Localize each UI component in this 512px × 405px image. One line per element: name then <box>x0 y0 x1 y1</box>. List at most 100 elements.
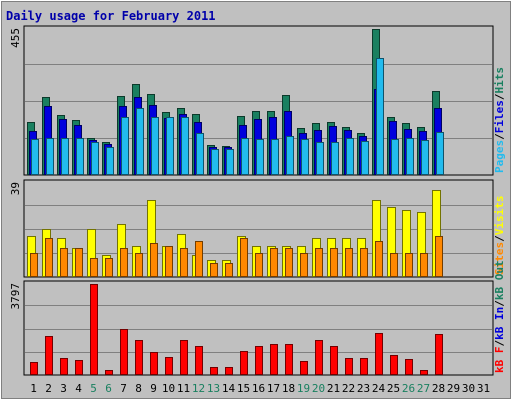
bar-kbytes-kb-f-day-26 <box>405 359 413 375</box>
bar-visits-sites-day-16 <box>255 253 263 277</box>
bar-visits-sites-day-20 <box>315 248 323 277</box>
x-tick-label-3: 3 <box>60 382 67 395</box>
bar-hits-pages-day-14 <box>226 149 234 175</box>
bar-hits-pages-day-23 <box>361 141 369 175</box>
x-tick-label-13: 13 <box>207 382 220 395</box>
bar-kbytes-kb-f-day-13 <box>210 367 218 375</box>
bar-hits-pages-day-24 <box>376 58 384 175</box>
bar-hits-pages-day-16 <box>256 139 264 175</box>
bar-visits-sites-day-2 <box>45 238 53 277</box>
x-tick-label-11: 11 <box>177 382 190 395</box>
x-tick-label-20: 20 <box>312 382 325 395</box>
panel-kbytes-ymax-label: 3797 <box>9 283 22 310</box>
x-tick-label-31: 31 <box>477 382 490 395</box>
x-tick-label-5: 5 <box>90 382 97 395</box>
bar-visits-sites-day-27 <box>420 253 428 277</box>
bar-kbytes-kb-f-day-14 <box>225 367 233 375</box>
bar-hits-pages-day-4 <box>76 138 84 175</box>
x-tick-label-7: 7 <box>120 382 127 395</box>
bar-kbytes-kb-f-day-15 <box>240 351 248 375</box>
bar-hits-pages-day-6 <box>106 147 114 175</box>
x-tick-label-10: 10 <box>162 382 175 395</box>
bar-kbytes-kb-f-day-25 <box>390 355 398 375</box>
bar-hits-pages-day-2 <box>46 138 54 175</box>
bar-kbytes-kb-f-day-9 <box>150 352 158 375</box>
legend-visits: Visits <box>493 196 506 236</box>
legend-files: Files <box>493 100 506 133</box>
bar-visits-sites-day-19 <box>300 253 308 277</box>
bar-hits-pages-day-28 <box>436 132 444 175</box>
legend-separator: / <box>493 133 506 140</box>
x-tick-label-22: 22 <box>342 382 355 395</box>
bar-kbytes-kb-f-day-19 <box>300 361 308 375</box>
bar-visits-sites-day-28 <box>435 236 443 277</box>
legend-kb-in: kB In <box>493 307 506 340</box>
bar-hits-pages-day-1 <box>31 139 39 175</box>
bar-hits-pages-day-25 <box>391 139 399 175</box>
bar-kbytes-kb-f-day-16 <box>255 346 263 375</box>
bar-visits-sites-day-18 <box>285 248 293 277</box>
x-tick-label-24: 24 <box>372 382 386 395</box>
bar-hits-pages-day-5 <box>91 142 99 175</box>
chart-panels: 455Pages/Files/Hits39Sites/Visits3797kB … <box>9 25 506 376</box>
bar-hits-pages-day-20 <box>316 142 324 175</box>
bar-visits-sites-day-24 <box>375 241 383 277</box>
x-tick-label-30: 30 <box>462 382 475 395</box>
bar-kbytes-kb-f-day-11 <box>180 340 188 375</box>
bar-kbytes-kb-f-day-17 <box>270 344 278 375</box>
chart-title: Daily usage for February 2011 <box>6 9 216 23</box>
x-axis: 1 2 3 4 5 6 7 8 9 10 11 12 13 14 15 16 17 18 19 20 21 22 23 24 2… <box>30 382 490 395</box>
bar-kbytes-kb-f-day-23 <box>360 358 368 375</box>
bar-hits-pages-day-8 <box>136 108 144 175</box>
bar-visits-sites-day-17 <box>270 248 278 277</box>
bar-hits-pages-day-9 <box>151 117 159 175</box>
bar-visits-sites-day-8 <box>135 253 143 277</box>
x-tick-label-6: 6 <box>105 382 112 395</box>
panel-hits-legend: Pages/Files/Hits <box>493 67 506 173</box>
bar-visits-sites-day-9 <box>150 243 158 277</box>
x-tick-label-8: 8 <box>135 382 142 395</box>
bar-visits-sites-day-3 <box>60 248 68 277</box>
x-tick-label-12: 12 <box>192 382 205 395</box>
bar-kbytes-kb-f-day-12 <box>195 346 203 375</box>
legend-hits: Hits <box>493 67 506 94</box>
x-tick-label-25: 25 <box>387 382 400 395</box>
bar-visits-sites-day-25 <box>390 253 398 277</box>
legend-separator: / <box>493 340 506 347</box>
bar-kbytes-kb-f-day-10 <box>165 357 173 375</box>
x-tick-label-21: 21 <box>327 382 340 395</box>
bar-kbytes-kb-f-day-28 <box>435 334 443 375</box>
bar-hits-pages-day-3 <box>61 138 69 175</box>
bar-hits-pages-day-10 <box>166 117 174 175</box>
bar-kbytes-kb-f-day-5 <box>90 284 98 375</box>
x-tick-label-29: 29 <box>447 382 460 395</box>
bar-kbytes-kb-f-day-27 <box>420 370 428 375</box>
panel-visits-ymax-label: 39 <box>9 182 22 195</box>
panel-hits-ymax-label: 455 <box>9 28 22 48</box>
bar-kbytes-kb-f-day-18 <box>285 344 293 375</box>
x-tick-label-14: 14 <box>222 382 236 395</box>
bar-hits-pages-day-11 <box>181 117 189 175</box>
bar-hits-pages-day-13 <box>211 149 219 175</box>
bar-hits-pages-day-18 <box>286 136 294 175</box>
x-tick-label-15: 15 <box>237 382 250 395</box>
bar-kbytes-kb-f-day-22 <box>345 358 353 375</box>
bar-visits-sites-day-4 <box>75 248 83 277</box>
bar-kbytes-kb-f-day-21 <box>330 346 338 375</box>
x-tick-label-2: 2 <box>45 382 52 395</box>
bar-hits-pages-day-12 <box>196 133 204 175</box>
bar-visits-sites-day-23 <box>360 248 368 277</box>
x-tick-label-16: 16 <box>252 382 265 395</box>
bar-kbytes-kb-f-day-6 <box>105 370 113 375</box>
legend-pages: Pages <box>493 140 506 173</box>
legend-separator: / <box>493 93 506 100</box>
bar-visits-sites-day-7 <box>120 248 128 277</box>
x-tick-label-26: 26 <box>402 382 415 395</box>
legend-sites: Sites <box>493 242 506 275</box>
x-tick-label-23: 23 <box>357 382 370 395</box>
bar-kbytes-kb-f-day-3 <box>60 358 68 375</box>
bar-kbytes-kb-f-day-1 <box>30 362 38 375</box>
bar-hits-pages-day-26 <box>406 138 414 175</box>
